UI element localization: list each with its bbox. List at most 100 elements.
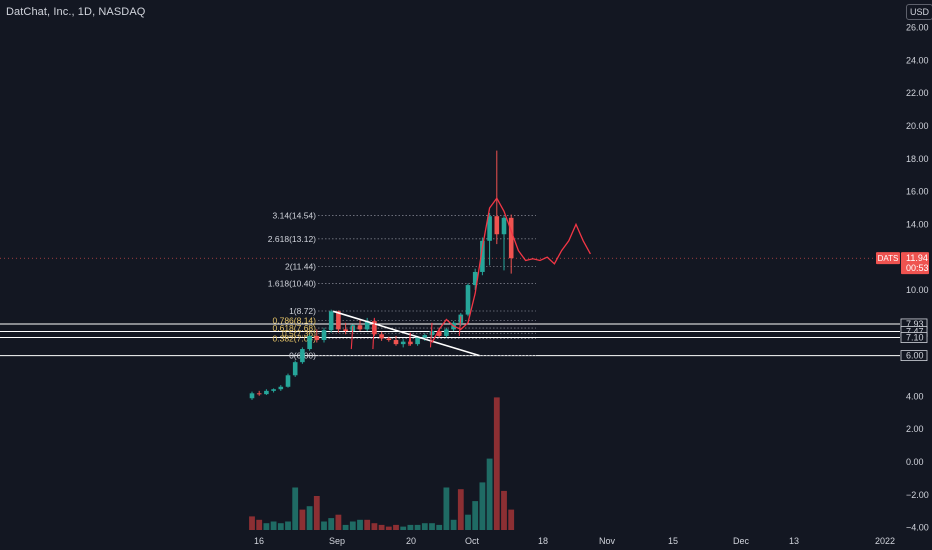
volume-bar <box>277 523 284 530</box>
projection-line <box>431 196 591 343</box>
candle-body <box>343 329 348 331</box>
fib-level-label: 1(8.72) <box>289 306 316 316</box>
volume-bar <box>299 509 306 530</box>
symbol-tag <box>876 252 900 265</box>
volume-bar <box>443 487 450 530</box>
candle-body <box>357 325 363 330</box>
volume-bar <box>414 524 421 530</box>
volume-bar <box>357 519 363 530</box>
candle-body <box>501 217 507 235</box>
time-tick-label: 18 <box>538 536 548 546</box>
candle-body <box>314 335 320 341</box>
candle-body <box>429 331 435 336</box>
volume-bar <box>493 397 500 530</box>
candle-body <box>393 340 399 345</box>
candle-body <box>386 338 392 341</box>
volume-bar <box>292 487 299 530</box>
candle-body <box>256 393 262 395</box>
volume-bar <box>249 516 255 530</box>
price-tick-label: 16.00 <box>906 187 929 197</box>
fib-level-label: 2.618(13.12) <box>268 234 316 244</box>
volume-bar <box>342 524 349 530</box>
fib-level-label: 1.618(10.40) <box>268 278 316 288</box>
time-tick-label: 15 <box>668 536 678 546</box>
symbol-tag-label: DATS <box>878 254 899 263</box>
volume-bar <box>400 526 407 530</box>
candle-body <box>480 240 485 272</box>
trendline <box>332 310 480 357</box>
volume-bar <box>450 519 457 530</box>
candle-body <box>472 271 478 286</box>
volume-bar <box>371 523 378 530</box>
horizontal-level-label: 7.10 <box>906 333 924 343</box>
volume-bar <box>385 526 392 530</box>
price-tick-label: 4.00 <box>906 391 924 401</box>
volume-bar <box>486 458 493 530</box>
time-tick-label: 2022 <box>875 536 895 546</box>
volume-bar <box>501 490 507 530</box>
candle-body <box>285 375 291 387</box>
fib-level-label: 0.5(7.36) <box>282 328 316 338</box>
last-price-label: 11.94 <box>906 253 928 263</box>
volume-bar <box>472 501 479 530</box>
price-tick-label: 18.00 <box>906 154 929 164</box>
volume-bar <box>508 509 515 530</box>
candle-body <box>307 335 312 350</box>
volume-bar <box>364 519 371 530</box>
candle-body <box>364 321 370 330</box>
volume-bar <box>378 524 385 530</box>
candle-body <box>249 393 255 399</box>
volume-bar <box>429 523 435 530</box>
candle-body <box>415 337 420 345</box>
projection-spike <box>408 332 411 346</box>
candle-body <box>408 341 413 345</box>
volume-bar <box>313 496 320 530</box>
price-tick-label: 24.00 <box>906 55 929 65</box>
volume-bar <box>479 482 486 530</box>
volume-bar <box>457 489 464 530</box>
projection-spike <box>429 322 433 348</box>
currency-badge[interactable]: USD <box>906 4 932 20</box>
time-tick-label: Dec <box>733 536 750 546</box>
horizontal-level-label: 7.47 <box>906 326 924 336</box>
time-tick-label: Nov <box>599 536 616 546</box>
price-tick-label: 20.00 <box>906 121 929 131</box>
candle-body <box>336 311 341 330</box>
horizontal-level-label: 6.00 <box>906 351 924 361</box>
projection-spike <box>372 317 375 350</box>
price-tick-label: 14.00 <box>906 219 929 229</box>
fib-level-label: 3.14(14.54) <box>273 211 317 221</box>
candle-body <box>494 216 500 235</box>
volume-bar <box>421 523 428 530</box>
candle-body <box>328 311 334 331</box>
candle-body <box>422 335 428 338</box>
countdown-label: 00:53 <box>906 263 929 273</box>
price-tick-label: 26.00 <box>906 23 929 33</box>
price-tick-label: −4.00 <box>906 523 929 533</box>
last-price-tag <box>901 252 929 275</box>
fib-level-label: 2(11.44) <box>285 261 316 271</box>
horizontal-level-tag <box>900 332 928 343</box>
time-tick-label: 16 <box>254 536 264 546</box>
price-tick-label: 2.00 <box>906 424 924 434</box>
candle-body <box>271 389 276 391</box>
candle-body <box>292 362 298 376</box>
time-tick-label: 13 <box>789 536 799 546</box>
time-tick-label: Sep <box>329 536 345 546</box>
volume-bar <box>306 506 313 530</box>
candle-body <box>508 217 514 259</box>
volume-bar <box>349 521 356 530</box>
candle-body <box>300 349 305 363</box>
volume-bar <box>436 524 443 530</box>
symbol-title: DatChat, Inc., 1D, NASDAQ <box>6 6 146 18</box>
price-tick-label: 10.00 <box>906 285 929 295</box>
volume-bar <box>393 524 399 530</box>
candle-body <box>400 341 406 345</box>
volume-bar <box>321 521 327 530</box>
candle-body <box>264 390 269 395</box>
price-tick-label: −2.00 <box>906 490 929 500</box>
time-tick-label: Oct <box>465 536 480 546</box>
price-tick-label: 22.00 <box>906 88 929 98</box>
